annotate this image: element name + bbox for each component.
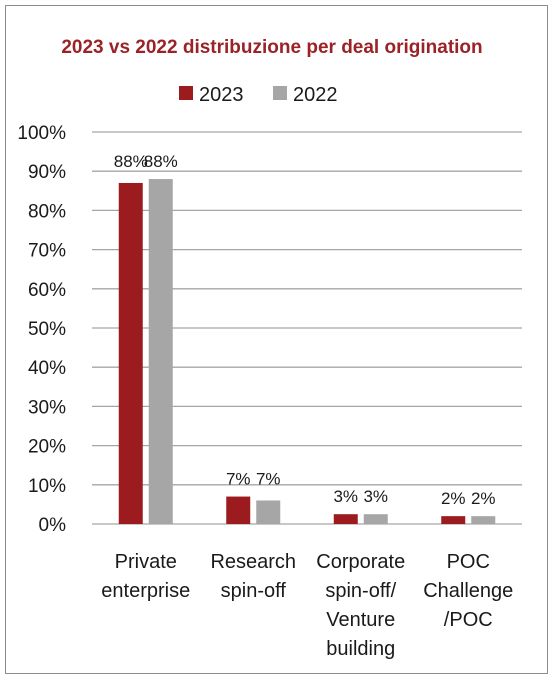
legend-swatch-2023 — [179, 86, 193, 100]
y-tick-label: 30% — [28, 397, 66, 418]
x-category-label-0: Private enterprise — [101, 551, 190, 602]
bar-2022-1 — [256, 500, 281, 524]
legend-label-2023: 2023 — [199, 84, 244, 106]
data-label-2023-2: 3% — [333, 487, 358, 506]
x-category-label-line: enterprise — [101, 580, 190, 602]
bar-2023-1 — [226, 496, 251, 524]
y-tick-label: 80% — [28, 201, 66, 222]
x-category-label-1: Research spin-off — [210, 551, 296, 602]
y-tick-label: 0% — [39, 515, 67, 536]
legend-swatch-2022 — [273, 86, 287, 100]
x-category-label-line: Challenge — [423, 580, 513, 602]
data-label-2022-3: 2% — [471, 489, 496, 508]
y-tick-label: 70% — [28, 241, 66, 262]
x-category-label-line: building — [326, 638, 395, 660]
x-category-label-line: spin-off — [221, 580, 287, 602]
x-category-label-line: /POC — [444, 609, 493, 631]
bar-2023-2 — [333, 514, 358, 524]
x-category-label-line: Corporate — [316, 551, 405, 573]
x-category-label-3: POC Challenge/POC — [423, 551, 513, 631]
data-labels: 88% 7% 3% 2% 88% 7% 3% 2% — [114, 152, 496, 508]
bars — [118, 179, 496, 525]
legend: 2023 2022 — [179, 84, 338, 106]
chart-frame — [5, 5, 548, 674]
x-category-label-line: POC — [447, 551, 490, 573]
bar-2022-0 — [148, 179, 173, 525]
chart-title: 2023 vs 2022 distribuzione per deal orig… — [61, 37, 482, 58]
x-category-label-line: Venture — [326, 609, 395, 631]
bar-2023-0 — [118, 182, 143, 524]
data-label-2023-3: 2% — [441, 489, 466, 508]
bar-2022-3 — [471, 516, 496, 524]
y-tick-label: 10% — [28, 476, 66, 497]
y-tick-label: 40% — [28, 358, 66, 379]
y-axis: 0% 10% 20% 30% 40% 50% 60% 70% 80% 90% 100% — [17, 123, 66, 536]
x-category-label-line: spin-off/ — [325, 580, 396, 602]
y-tick-label: 20% — [28, 437, 66, 458]
y-tick-label: 90% — [28, 162, 66, 183]
x-category-label-line: Private — [115, 551, 177, 573]
y-tick-label: 60% — [28, 280, 66, 301]
x-axis: Private enterprise Research spin-off Corpora… — [101, 551, 513, 660]
data-label-2022-1: 7% — [256, 470, 281, 489]
y-tick-label: 50% — [28, 319, 66, 340]
y-tick-label: 100% — [17, 123, 66, 144]
legend-label-2022: 2022 — [293, 84, 338, 106]
x-category-label-line: Research — [210, 551, 296, 573]
bar-2023-3 — [441, 516, 466, 524]
data-label-2023-1: 7% — [226, 470, 251, 489]
data-label-2023-0: 88% — [114, 152, 148, 171]
bar-2022-2 — [363, 514, 388, 524]
data-label-2022-0: 88% — [144, 152, 178, 171]
data-label-2022-2: 3% — [363, 487, 388, 506]
x-category-label-2: Corporate spin-off/Venture building — [316, 551, 405, 660]
